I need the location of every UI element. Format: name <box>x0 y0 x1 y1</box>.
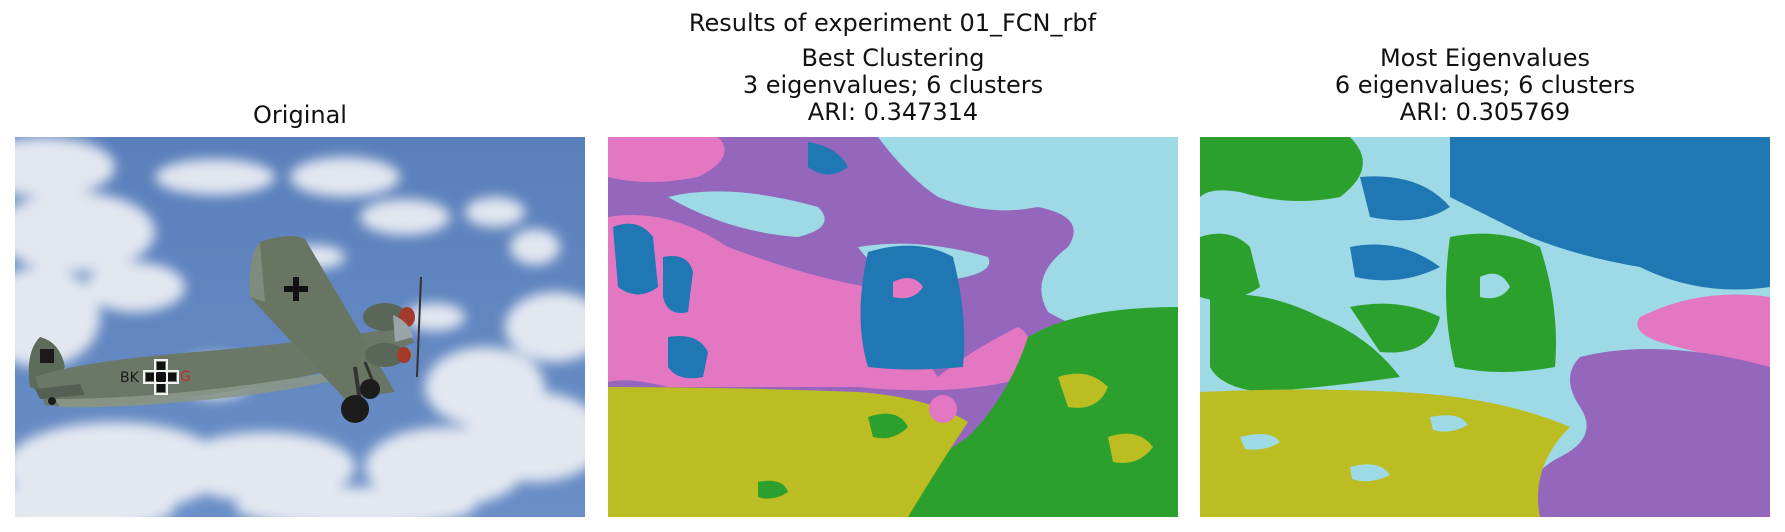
panel-title-most-eigenvalues: Most Eigenvalues 6 eigenvalues; 6 cluste… <box>1200 45 1770 126</box>
cluster-region-green <box>908 307 1178 517</box>
original-photo: BK G <box>15 137 585 517</box>
figure-title: Results of experiment 01_FCN_rbf <box>688 9 1097 37</box>
cluster-region-purple <box>1528 349 1770 517</box>
cluster-region-green <box>758 413 908 499</box>
panel-title-line: Most Eigenvalues <box>1379 44 1591 72</box>
original-image: BK G <box>15 137 585 517</box>
panel-title-line: ARI: 0.305769 <box>1399 98 1571 126</box>
best-clustering-image <box>608 137 1178 517</box>
panel-title-best-clustering: Best Clustering 3 eigenvalues; 6 cluster… <box>608 45 1178 126</box>
cluster-region-blue <box>613 142 965 379</box>
clouds <box>15 137 585 517</box>
panel-title-line: ARI: 0.347314 <box>807 98 979 126</box>
svg-text:BK: BK <box>120 370 140 386</box>
cluster-region-olive <box>1200 389 1570 517</box>
panel-title-line: Best Clustering <box>801 44 985 72</box>
cluster-region-green <box>1200 137 1556 392</box>
cluster-region-cyan <box>1480 273 1510 299</box>
panel-title-line: 3 eigenvalues; 6 clusters <box>742 71 1044 99</box>
best-clustering-segmentation <box>608 137 1178 517</box>
cluster-region-blue <box>1350 137 1770 290</box>
most-eigenvalues-image <box>1200 137 1770 517</box>
panel-title-line: 6 eigenvalues; 6 clusters <box>1334 71 1636 99</box>
panel-title-original: Original <box>15 102 585 129</box>
cluster-region-pink <box>1637 294 1770 367</box>
panel-title-line: Original <box>253 101 347 129</box>
cluster-region-pink <box>929 395 957 423</box>
svg-text:G: G <box>180 369 191 385</box>
cluster-region-cyan <box>1240 415 1468 482</box>
cluster-region-pink <box>608 137 1032 391</box>
cluster-region-pink <box>893 278 923 299</box>
most-eigenvalues-segmentation <box>1200 137 1770 517</box>
aircraft: BK G <box>28 236 422 423</box>
